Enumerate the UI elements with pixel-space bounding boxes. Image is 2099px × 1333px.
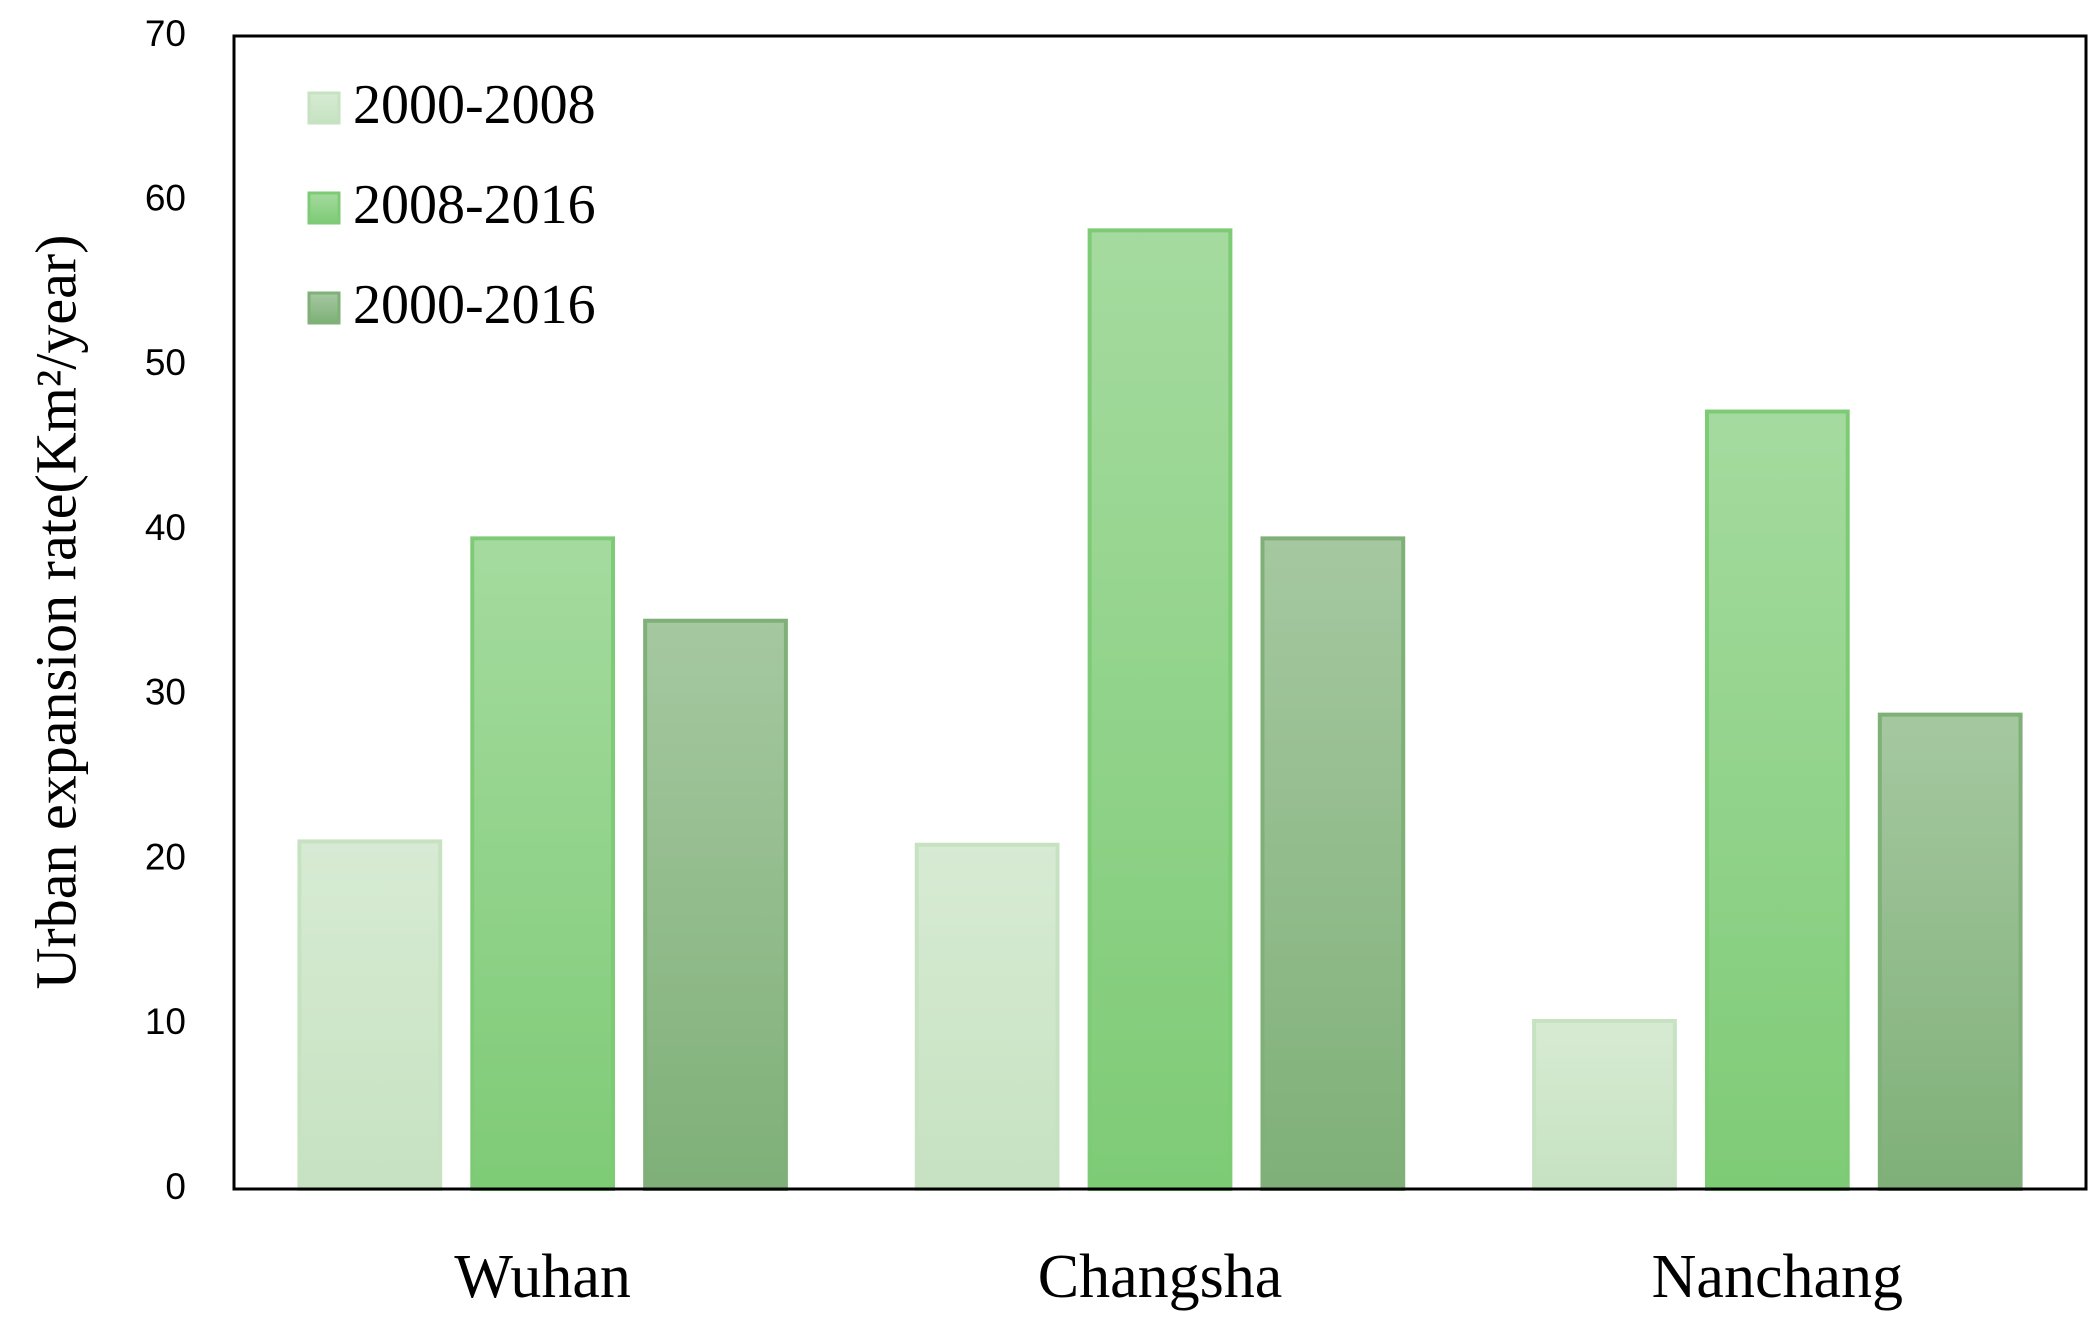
bar — [1877, 712, 2023, 1191]
y-tick-label: 20 — [145, 836, 186, 877]
bar — [470, 536, 616, 1191]
bar — [1704, 409, 1850, 1191]
y-tick-label: 30 — [145, 672, 186, 713]
bar — [643, 618, 788, 1191]
legend-swatch — [307, 291, 341, 325]
y-tick-label: 40 — [145, 507, 186, 548]
plot-frame — [232, 34, 2088, 1191]
bar — [1260, 536, 1406, 1191]
x-tick-label: Nanchang — [1652, 1243, 1903, 1311]
y-axis-label: Urban expansion rate(Km²/year) — [23, 235, 88, 990]
y-tick-label: 10 — [145, 1001, 186, 1042]
legend-swatch — [307, 191, 341, 225]
bar — [297, 839, 443, 1192]
y-tick-label: 70 — [145, 13, 186, 54]
y-tick-label: 0 — [165, 1166, 186, 1207]
y-tick-label: 50 — [145, 342, 186, 383]
legend-label: 2008-2016 — [353, 174, 596, 236]
bar — [1087, 228, 1233, 1191]
legend-swatch — [307, 91, 341, 125]
bar — [1532, 1018, 1677, 1192]
x-tick-label: Changsha — [1038, 1243, 1283, 1311]
x-tick-label: Wuhan — [454, 1243, 631, 1311]
legend-label: 2000-2008 — [353, 74, 596, 136]
legend-label: 2000-2016 — [353, 274, 596, 336]
y-tick-label: 60 — [145, 177, 186, 218]
bar — [914, 842, 1060, 1191]
